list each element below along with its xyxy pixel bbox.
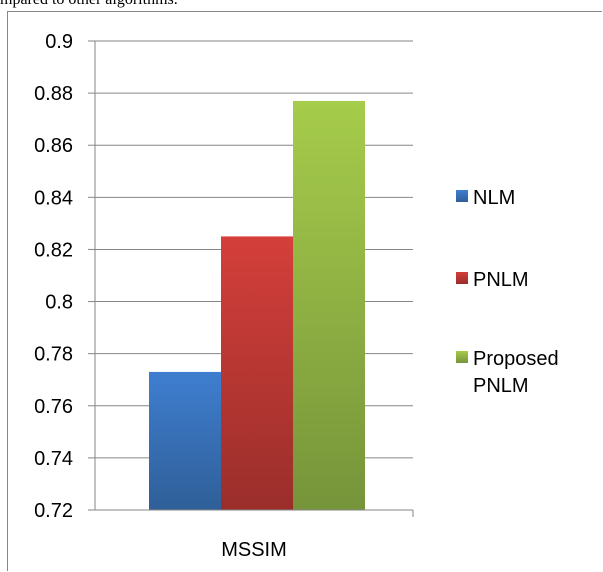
y-tick-label: 0.78: [34, 344, 73, 366]
y-tick-label: 0.88: [34, 83, 73, 105]
y-tick-label: 0.76: [34, 396, 73, 418]
legend-swatch: [456, 351, 468, 363]
legend-item-pnlm: PNLM: [456, 269, 529, 291]
legend-item-nlm: NLM: [456, 187, 515, 209]
bar-proposed-pnlm: [293, 100, 365, 510]
legend-label: PNLM: [473, 375, 529, 397]
axes: [94, 41, 414, 517]
y-tick-label: 0.72: [34, 500, 73, 522]
legend-label: Proposed: [473, 348, 559, 370]
y-tick-label: 0.84: [34, 187, 73, 209]
bar-nlm: [149, 371, 221, 510]
y-tick-label: 0.86: [34, 135, 73, 157]
figure-caption: mpared to other algorithms.: [0, 0, 603, 11]
legend-label: PNLM: [473, 269, 529, 291]
bars: [149, 100, 365, 510]
bar-pnlm: [221, 236, 293, 510]
y-tick-label: 0.8: [45, 292, 73, 314]
legend-swatch: [456, 190, 468, 202]
y-tick-label: 0.74: [34, 448, 73, 470]
legend-swatch: [456, 272, 468, 284]
chart-frame: [7, 11, 602, 571]
x-category-label: MSSIM: [221, 539, 287, 561]
legend: NLM PNLM Proposed PNLM: [456, 187, 559, 397]
y-tick-labels: 0.72 0.74 0.76 0.78 0.8 0.82 0.84 0.86 0.88 0.9: [34, 31, 73, 522]
legend-label: NLM: [473, 187, 515, 209]
x-category-labels: MSSIM: [221, 539, 287, 561]
y-tick-label: 0.82: [34, 239, 73, 261]
y-tick-label: 0.9: [45, 31, 73, 53]
legend-item-proposed-pnlm: Proposed PNLM: [456, 348, 559, 397]
